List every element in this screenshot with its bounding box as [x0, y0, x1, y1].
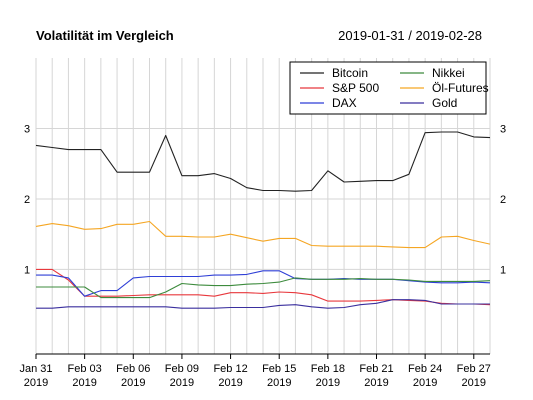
x-tick-label: 2019 [218, 377, 242, 389]
x-tick-label: 2019 [72, 377, 96, 389]
x-tick-label: Feb 12 [213, 363, 247, 375]
series-line [36, 268, 491, 306]
x-tick-label: Feb 03 [68, 363, 102, 375]
x-tick-label: 2019 [364, 377, 388, 389]
x-tick-label: Feb 21 [359, 363, 393, 375]
y-tick-label: 3 [24, 123, 30, 135]
y-tick-label: 3 [500, 123, 506, 135]
x-tick-label: 2019 [462, 377, 486, 389]
y-tick-label: 2 [500, 194, 506, 206]
y-tick-label: 1 [500, 264, 506, 276]
x-tick-label: 2019 [121, 377, 145, 389]
legend-label: Nikkei [432, 66, 465, 80]
y-tick-label: 1 [24, 264, 30, 276]
series-line [35, 131, 491, 192]
x-tick-label: Feb 09 [165, 363, 199, 375]
legend-label: Bitcoin [332, 66, 368, 80]
grid [35, 58, 491, 354]
x-tick-label: 2019 [170, 377, 194, 389]
x-tick-label: Feb 27 [457, 363, 491, 375]
legend-label: S&P 500 [332, 81, 379, 95]
series-line [36, 299, 490, 309]
x-tick-label: Feb 18 [311, 363, 345, 375]
series-line [35, 220, 491, 249]
x-tick-label: Feb 15 [262, 363, 296, 375]
x-tick-label: 2019 [24, 377, 48, 389]
x-tick-label: Jan 31 [19, 363, 52, 375]
date-range: 2019-01-31 / 2019-02-28 [338, 28, 482, 43]
x-tick-label: Feb 06 [116, 363, 150, 375]
legend-label: Öl-Futures [432, 81, 489, 95]
chart-title: Volatilität im Vergleich [36, 28, 174, 43]
series-line [36, 277, 491, 299]
axes: 1 1 2 2 3 3 Jan 31 2019 Feb 03 2019 Feb 06 2019 Feb … [19, 123, 506, 389]
series-lines [35, 131, 491, 309]
x-tick-label: Feb 24 [408, 363, 442, 375]
y-tick-label: 2 [24, 194, 30, 206]
x-tick-label: 2019 [316, 377, 340, 389]
series-line [36, 270, 491, 297]
x-tick-label: 2019 [267, 377, 291, 389]
legend-label: DAX [332, 96, 357, 110]
legend-label: Gold [432, 96, 457, 110]
x-tick-label: 2019 [413, 377, 437, 389]
